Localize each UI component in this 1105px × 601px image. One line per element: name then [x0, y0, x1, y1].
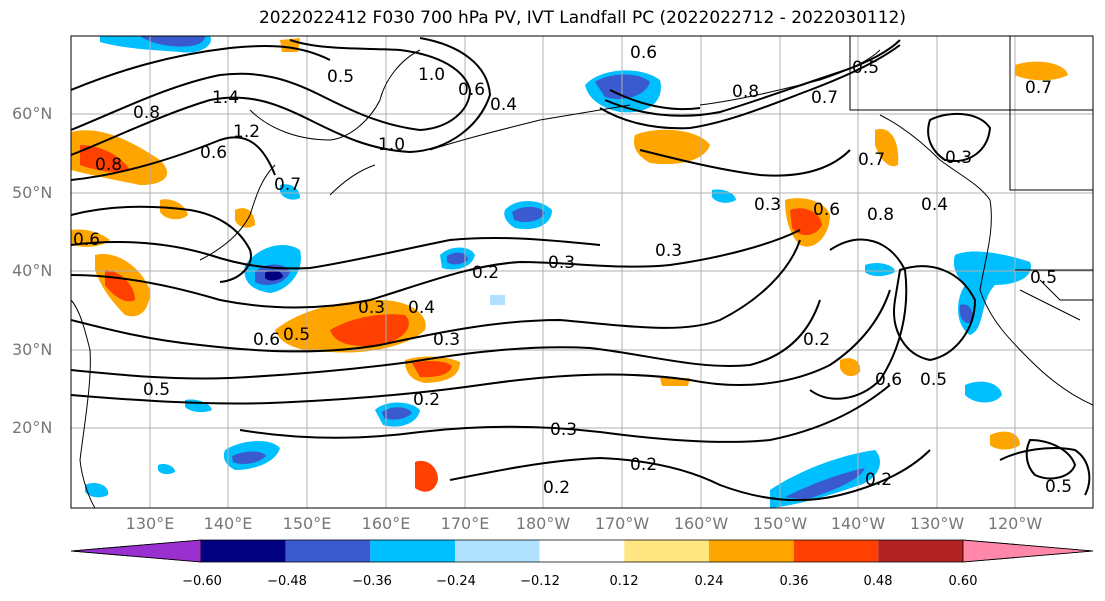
contour-label: 0.4	[490, 95, 517, 115]
contour-label: 0.6	[200, 143, 227, 163]
colorbar-segment	[455, 540, 540, 562]
colorbar-extend-high	[962, 539, 1094, 563]
contour-label: 0.4	[408, 298, 435, 318]
contour-label: 0.5	[327, 67, 354, 87]
contour-label: 0.5	[143, 380, 170, 400]
contour-label: 0.6	[875, 370, 902, 390]
contour-label: 0.6	[253, 330, 280, 350]
contour-label: 0.3	[548, 253, 575, 273]
contour-label: 0.6	[813, 200, 840, 220]
colorbar-extend-low	[70, 539, 202, 563]
colorbar-tick: −0.24	[436, 574, 476, 589]
contour-label: 0.2	[543, 478, 570, 498]
contour-label: 0.5	[852, 58, 879, 78]
contour-label: 0.7	[1025, 78, 1052, 98]
contour-label: 0.3	[433, 330, 460, 350]
contour-label: 0.5	[920, 370, 947, 390]
lat-label: 30°N	[12, 340, 53, 359]
colorbar-tick: 0.60	[948, 574, 978, 589]
contour-label: 0.8	[867, 205, 894, 225]
lon-label: 150°E	[282, 514, 332, 533]
lon-label: 140°E	[203, 514, 253, 533]
colorbar-segment	[370, 540, 455, 562]
contour-label: 0.6	[630, 43, 657, 63]
contour-label: 0.3	[358, 298, 385, 318]
colorbar-tick: 0.36	[779, 574, 809, 589]
lat-label: 20°N	[12, 418, 53, 437]
contour-label: 1.4	[212, 88, 239, 108]
lon-label: 150°W	[752, 514, 808, 533]
colorbar-segment	[878, 540, 963, 562]
contour-label: 0.2	[865, 470, 892, 490]
grid-lines	[71, 36, 1093, 508]
lon-label: 120°W	[987, 514, 1043, 533]
colorbar-tick: −0.36	[352, 574, 392, 589]
contour-label: 0.8	[133, 103, 160, 123]
colorbar-tick: −0.48	[267, 574, 307, 589]
map-title: 2022022412 F030 700 hPa PV, IVT Landfall…	[258, 8, 906, 28]
contour-label: 0.2	[630, 455, 657, 475]
lat-label: 50°N	[12, 183, 53, 202]
colorbar-tick: 0.48	[863, 574, 893, 589]
colorbar-segment	[793, 540, 879, 562]
colorbar	[70, 539, 1094, 563]
contour-labels: 0.6 0.5 1.0 0.6 0.4 0.8 1.4 1.2 0.6 1.0 …	[73, 43, 1072, 498]
contour-label: 0.5	[283, 325, 310, 345]
contour-label: 0.7	[811, 88, 838, 108]
contour-label: 0.6	[73, 230, 100, 250]
colorbar-segment	[709, 540, 794, 562]
contour-label: 1.2	[233, 122, 260, 142]
contour-label: 0.2	[413, 390, 440, 410]
contour-label: 0.3	[655, 241, 682, 261]
colorbar-tick: 0.24	[694, 574, 724, 589]
lat-label: 60°N	[12, 104, 53, 123]
lon-label: 130°E	[125, 514, 175, 533]
contour-label: 0.3	[550, 420, 577, 440]
contour-label: 0.6	[458, 80, 485, 100]
contour-label: 0.5	[1030, 268, 1057, 288]
contour-label: 0.2	[472, 263, 499, 283]
contour-label: 0.5	[1045, 477, 1072, 497]
colorbar-tick: 0.12	[609, 574, 639, 589]
lon-label: 160°E	[361, 514, 411, 533]
colorbar-segment	[624, 540, 709, 562]
lat-label: 40°N	[12, 261, 53, 280]
colorbar-frame	[70, 539, 1094, 563]
contour-label: 1.0	[378, 135, 405, 155]
pv-contours	[71, 37, 1091, 502]
lon-label: 170°E	[440, 514, 490, 533]
contour-label: 0.3	[754, 195, 781, 215]
colorbar-segment	[201, 540, 286, 562]
lon-label: 160°W	[673, 514, 729, 533]
contour-label: 0.2	[803, 330, 830, 350]
contour-label: 1.0	[418, 65, 445, 85]
contour-label: 0.7	[858, 150, 885, 170]
contour-label: 0.4	[921, 195, 948, 215]
lon-label: 180°W	[515, 514, 571, 533]
map-frame	[70, 35, 1094, 509]
lon-label: 170°W	[594, 514, 650, 533]
contour-label: 0.8	[95, 155, 122, 175]
colorbar-segment	[539, 540, 625, 562]
colorbar-segment	[285, 540, 371, 562]
contour-label: 0.8	[732, 82, 759, 102]
contour-label: 0.3	[945, 148, 972, 168]
coastlines	[71, 36, 1093, 508]
lon-label: 140°W	[830, 514, 886, 533]
contour-label: 0.7	[274, 175, 301, 195]
colorbar-tick: −0.12	[520, 574, 560, 589]
colorbar-tick: −0.60	[182, 574, 222, 589]
lon-label: 130°W	[909, 514, 965, 533]
